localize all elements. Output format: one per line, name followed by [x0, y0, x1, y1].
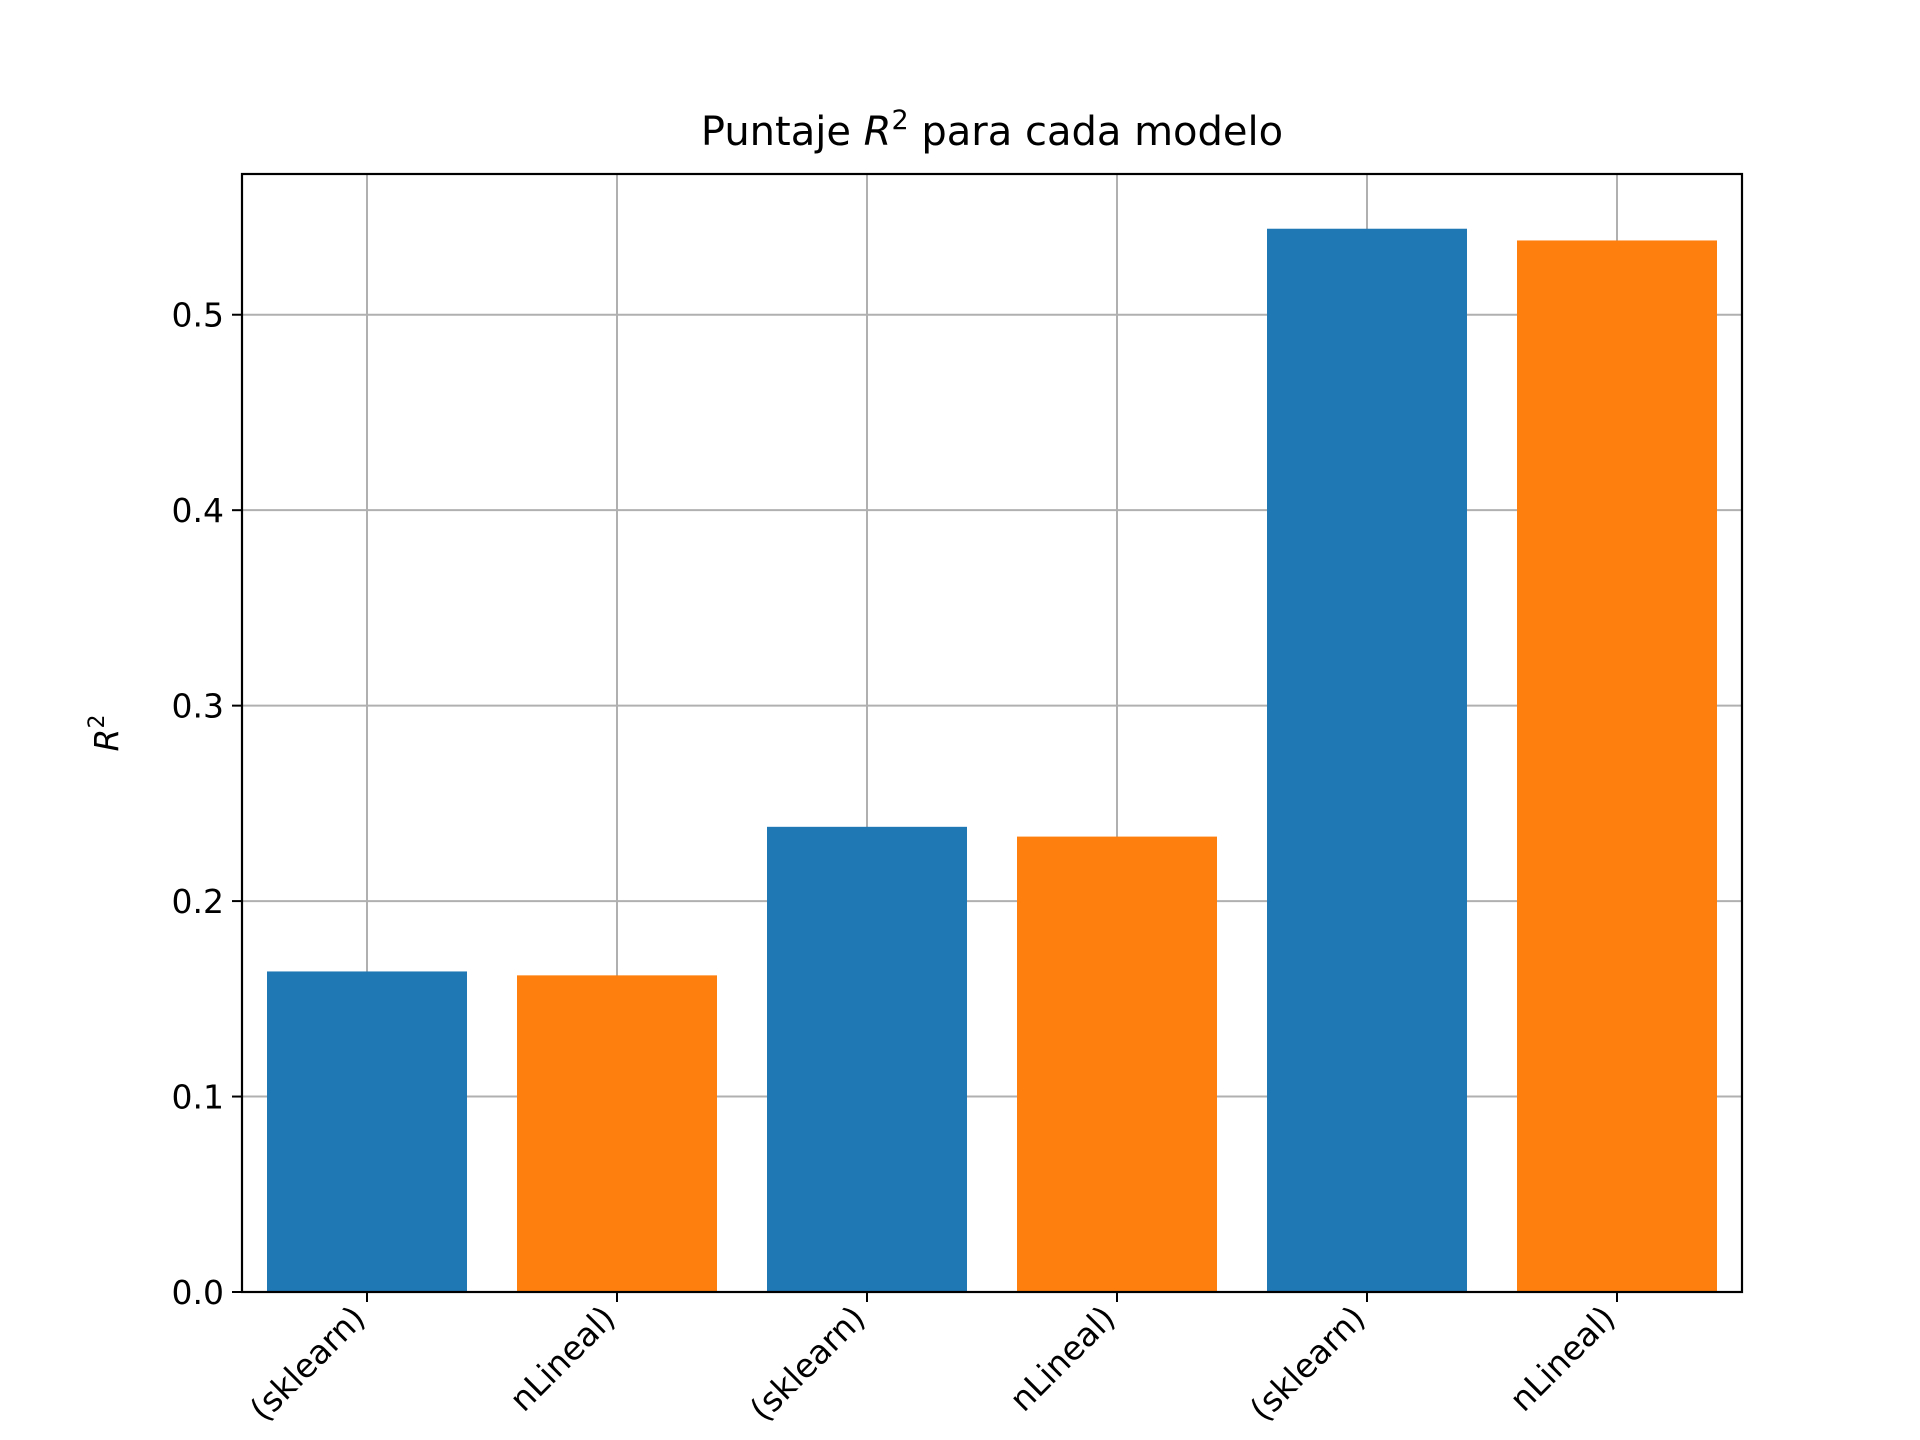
x-tick-label: nLineal) — [1002, 1298, 1123, 1419]
x-tick-label: nLineal) — [502, 1298, 623, 1419]
chart-title: Puntaje R2 para cada modelo — [701, 105, 1283, 155]
x-tick-label: (sklearn) — [242, 1298, 373, 1429]
title-suffix: para cada modelo — [909, 109, 1283, 155]
bar — [1517, 240, 1717, 1292]
bars — [267, 228, 1717, 1292]
y-tick-label: 0.2 — [172, 882, 224, 921]
y-axis-label: R2 — [85, 715, 126, 752]
bar — [1267, 228, 1467, 1292]
y-axis-label-superscript: 2 — [85, 715, 110, 729]
x-tick-label: (sklearn) — [1242, 1298, 1373, 1429]
x-tick-label: (sklearn) — [742, 1298, 873, 1429]
bar — [1017, 836, 1217, 1292]
y-tick-label: 0.5 — [172, 296, 224, 335]
bar — [517, 975, 717, 1292]
y-tick-label: 0.1 — [172, 1078, 224, 1117]
y-tick-label: 0.0 — [172, 1273, 224, 1312]
bar — [267, 971, 467, 1292]
x-tick-label: nLineal) — [1502, 1298, 1623, 1419]
y-tick-label: 0.3 — [172, 687, 224, 726]
y-tick-label: 0.4 — [172, 491, 224, 530]
bar — [767, 826, 967, 1292]
title-superscript: 2 — [891, 105, 908, 136]
axes-frame — [240, 172, 1744, 1294]
